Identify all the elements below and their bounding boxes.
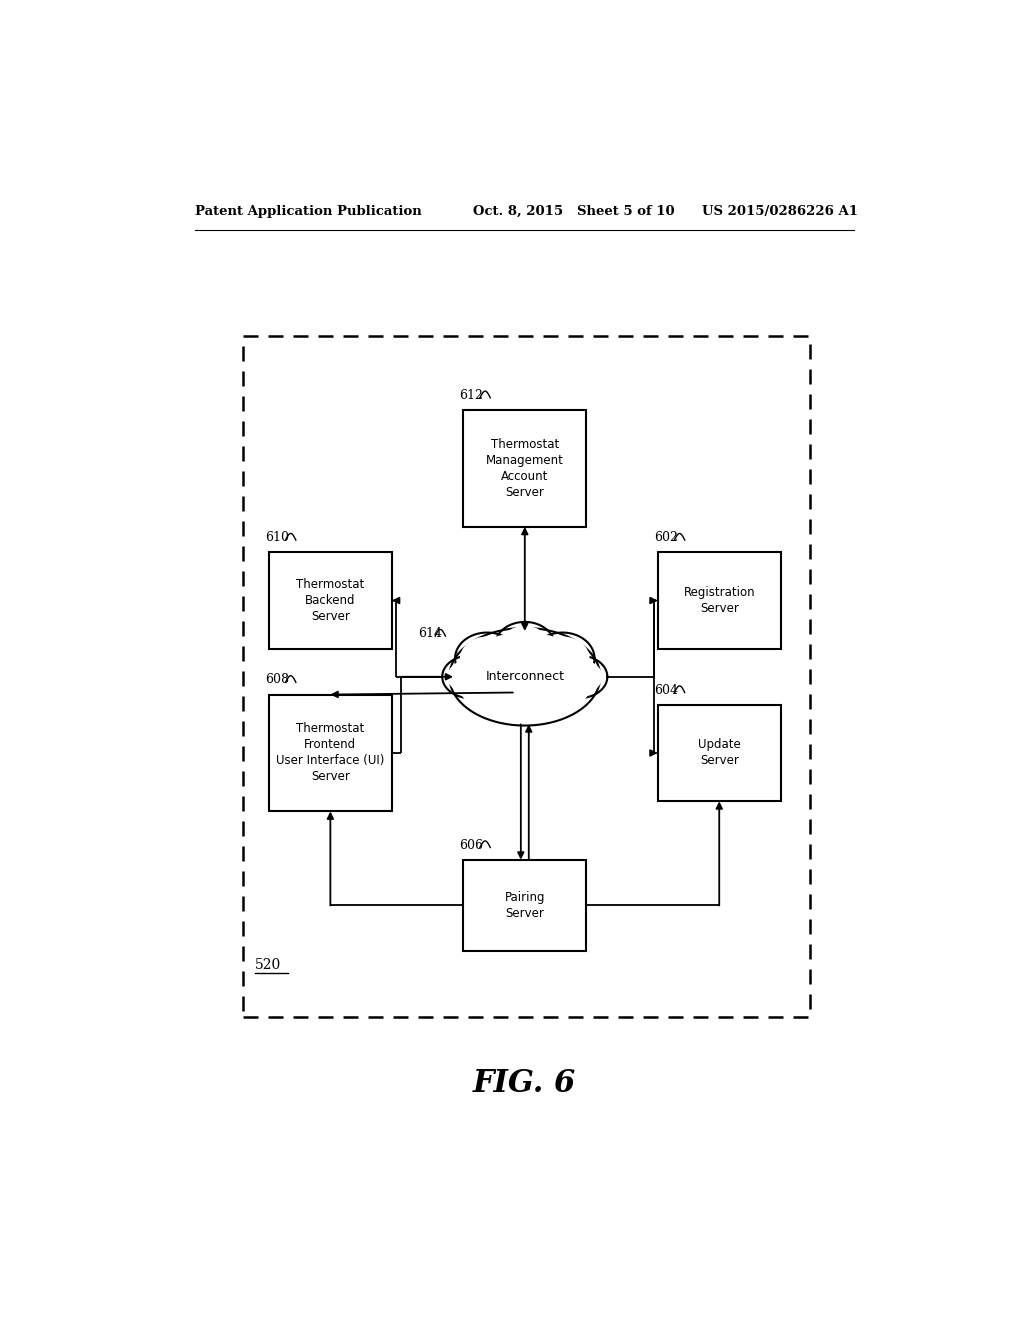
Text: Thermostat
Frontend
User Interface (UI)
Server: Thermostat Frontend User Interface (UI) … xyxy=(276,722,385,784)
Bar xyxy=(269,552,392,649)
Ellipse shape xyxy=(500,626,550,667)
Bar xyxy=(463,859,587,952)
Text: 610: 610 xyxy=(265,531,289,544)
Bar xyxy=(657,552,780,649)
Ellipse shape xyxy=(536,636,590,680)
Ellipse shape xyxy=(450,628,600,726)
Ellipse shape xyxy=(455,632,519,684)
Text: 608: 608 xyxy=(265,673,289,686)
Bar xyxy=(463,411,587,527)
Text: US 2015/0286226 A1: US 2015/0286226 A1 xyxy=(702,205,858,218)
Text: Thermostat
Backend
Server: Thermostat Backend Server xyxy=(296,578,365,623)
Text: 614: 614 xyxy=(418,627,441,640)
Bar xyxy=(657,705,780,801)
Text: Oct. 8, 2015   Sheet 5 of 10: Oct. 8, 2015 Sheet 5 of 10 xyxy=(473,205,675,218)
Text: Registration
Server: Registration Server xyxy=(683,586,755,615)
Text: 520: 520 xyxy=(255,957,282,972)
Text: Patent Application Publication: Patent Application Publication xyxy=(196,205,422,218)
Ellipse shape xyxy=(551,656,607,698)
Bar xyxy=(243,337,811,1018)
Ellipse shape xyxy=(460,636,514,680)
Text: FIG. 6: FIG. 6 xyxy=(473,1068,577,1098)
Ellipse shape xyxy=(495,622,555,671)
Text: 606: 606 xyxy=(460,838,483,851)
Text: 612: 612 xyxy=(460,389,483,401)
Text: 602: 602 xyxy=(653,531,678,544)
Ellipse shape xyxy=(447,660,494,694)
Text: Interconnect: Interconnect xyxy=(485,671,564,684)
Ellipse shape xyxy=(530,632,595,684)
Bar xyxy=(269,694,392,812)
Ellipse shape xyxy=(455,632,595,721)
Text: Thermostat
Management
Account
Server: Thermostat Management Account Server xyxy=(485,438,564,499)
Text: Update
Server: Update Server xyxy=(698,738,740,767)
Ellipse shape xyxy=(442,656,499,698)
Text: 604: 604 xyxy=(653,684,678,697)
Ellipse shape xyxy=(556,660,602,694)
Text: Pairing
Server: Pairing Server xyxy=(505,891,545,920)
